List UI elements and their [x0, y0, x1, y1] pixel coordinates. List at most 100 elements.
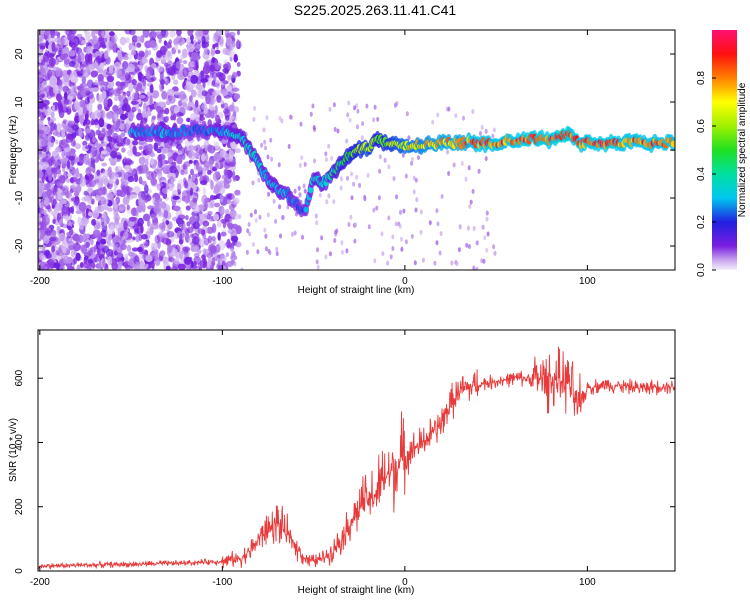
noise-speckle: [136, 112, 144, 121]
noise-speckle: [457, 247, 461, 253]
noise-speckle: [372, 117, 376, 123]
y-tick-label: 20: [14, 48, 25, 60]
noise-speckle: [446, 149, 449, 155]
noise-speckle: [392, 176, 396, 182]
noise-speckle: [229, 218, 233, 224]
noise-speckle: [67, 225, 72, 231]
noise-speckle: [491, 133, 495, 139]
noise-speckle: [69, 70, 78, 81]
noise-speckle: [87, 250, 93, 256]
noise-speckle: [203, 161, 211, 168]
noise-speckle: [113, 207, 119, 217]
noise-speckle: [92, 136, 97, 143]
noise-speckle: [159, 109, 167, 115]
noise-speckle: [484, 128, 488, 134]
noise-speckle: [78, 115, 85, 123]
noise-speckle: [234, 191, 241, 196]
noise-speckle: [106, 79, 115, 89]
noise-speckle: [67, 265, 75, 270]
noise-speckle: [467, 165, 471, 171]
noise-speckle: [92, 87, 99, 93]
noise-speckle: [125, 37, 130, 44]
noise-speckle: [169, 30, 176, 38]
noise-speckle: [41, 80, 48, 88]
noise-speckle: [55, 249, 61, 256]
noise-speckle: [220, 139, 229, 144]
noise-speckle: [201, 229, 204, 237]
noise-speckle: [201, 153, 206, 162]
noise-speckle: [165, 258, 169, 266]
snr-x-axis-label: Height of straight line (km): [298, 585, 415, 596]
noise-speckle: [52, 160, 59, 168]
noise-speckle: [217, 232, 221, 241]
noise-speckle: [114, 61, 121, 69]
noise-speckle: [210, 47, 216, 56]
noise-speckle: [100, 150, 108, 155]
noise-speckle: [144, 50, 149, 58]
noise-speckle: [210, 198, 215, 209]
noise-speckle: [113, 203, 118, 210]
noise-speckle: [76, 264, 81, 270]
noise-speckle: [195, 159, 199, 170]
noise-speckle: [182, 223, 187, 231]
snr-marks: [38, 346, 675, 570]
noise-speckle: [101, 30, 105, 38]
noise-speckle: [56, 38, 64, 49]
noise-speckle: [176, 155, 183, 165]
noise-speckle: [226, 194, 234, 201]
noise-speckle: [84, 255, 89, 261]
noise-speckle: [65, 136, 74, 143]
noise-speckle: [196, 213, 200, 223]
noise-speckle: [119, 81, 126, 87]
noise-speckle: [131, 92, 139, 101]
noise-speckle: [132, 186, 141, 196]
noise-speckle: [67, 173, 72, 177]
noise-speckle: [199, 238, 205, 248]
noise-speckle: [297, 185, 301, 191]
noise-speckle: [66, 160, 71, 170]
noise-speckle: [208, 215, 214, 222]
noise-speckle: [97, 93, 104, 104]
noise-speckle: [131, 79, 137, 86]
noise-speckle: [49, 53, 55, 58]
noise-speckle: [81, 244, 88, 254]
noise-speckle: [381, 251, 385, 257]
noise-speckle: [72, 242, 81, 252]
ridge-core: [303, 206, 309, 213]
y-tick-label: 400: [14, 434, 25, 451]
noise-speckle: [246, 228, 250, 234]
noise-speckle: [113, 187, 117, 196]
noise-speckle: [126, 204, 130, 211]
noise-speckle: [57, 122, 61, 133]
noise-speckle: [161, 187, 169, 195]
noise-speckle: [378, 154, 382, 160]
noise-speckle: [103, 203, 109, 211]
noise-speckle: [195, 61, 199, 71]
noise-speckle: [186, 226, 194, 234]
noise-speckle: [347, 100, 351, 106]
noise-speckle: [135, 261, 141, 266]
noise-speckle: [303, 161, 307, 167]
noise-speckle: [410, 157, 414, 162]
noise-speckle: [475, 240, 479, 246]
ridge-core: [308, 187, 314, 194]
noise-speckle: [124, 30, 132, 35]
noise-speckle: [328, 106, 332, 112]
noise-speckle: [229, 56, 233, 62]
noise-speckle: [414, 207, 418, 213]
noise-speckle: [52, 31, 61, 36]
noise-speckle: [231, 213, 240, 220]
y-tick-label: 0: [14, 147, 25, 153]
noise-speckle: [192, 204, 200, 214]
noise-speckle: [188, 256, 193, 262]
noise-speckle: [447, 106, 451, 112]
noise-speckle: [50, 232, 57, 237]
noise-speckle: [452, 162, 456, 168]
noise-speckle: [207, 254, 212, 262]
snr-panel: -200 -100 0 100 0 200 400 600 Height of straigh…: [8, 329, 676, 596]
noise-speckle: [350, 195, 354, 201]
noise-speckle: [280, 118, 284, 124]
noise-speckle: [236, 62, 241, 67]
noise-speckle: [124, 180, 128, 187]
